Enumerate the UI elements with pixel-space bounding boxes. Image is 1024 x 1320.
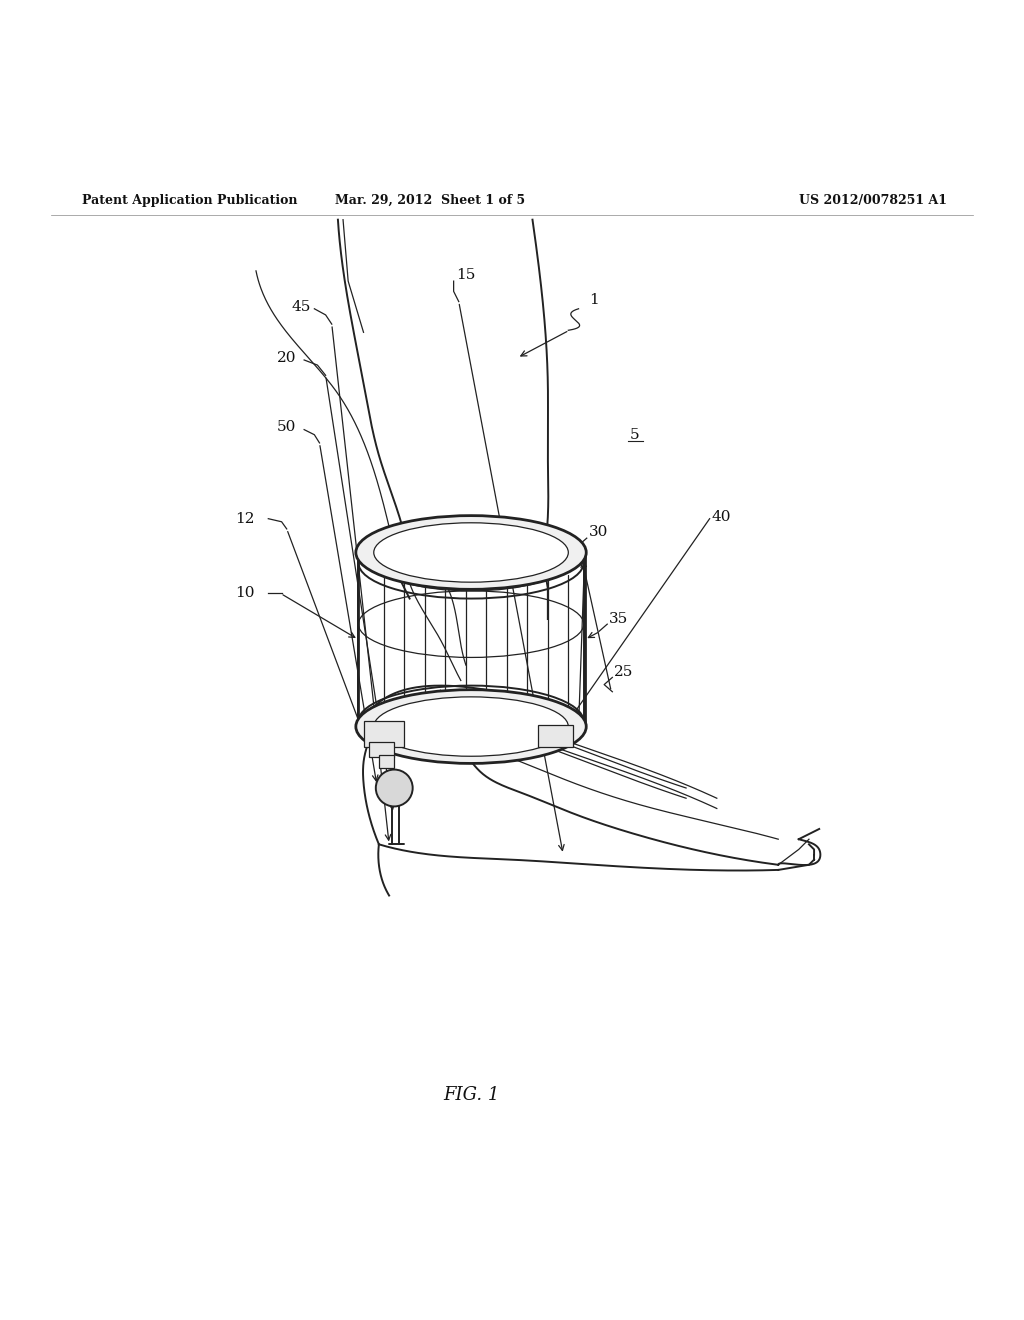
Circle shape: [376, 770, 413, 807]
Text: US 2012/0078251 A1: US 2012/0078251 A1: [799, 194, 947, 207]
Text: FIG. 1: FIG. 1: [442, 1086, 500, 1105]
Bar: [538, 725, 573, 747]
Bar: [364, 722, 404, 747]
Text: 10: 10: [236, 586, 255, 601]
Text: Patent Application Publication: Patent Application Publication: [82, 194, 297, 207]
Text: 35: 35: [609, 612, 629, 626]
Ellipse shape: [374, 697, 568, 756]
Bar: [379, 755, 394, 767]
Text: 5: 5: [630, 428, 639, 442]
Text: 1: 1: [589, 293, 599, 306]
Bar: [369, 742, 394, 758]
Ellipse shape: [356, 516, 586, 589]
Ellipse shape: [374, 523, 568, 582]
Text: 25: 25: [614, 665, 634, 680]
Text: 12: 12: [236, 512, 255, 525]
Text: 30: 30: [589, 525, 608, 539]
Text: 45: 45: [292, 300, 311, 314]
Text: 15: 15: [456, 268, 475, 282]
Ellipse shape: [356, 689, 586, 763]
Text: 40: 40: [712, 510, 731, 524]
Text: 20: 20: [276, 351, 296, 364]
Text: Mar. 29, 2012  Sheet 1 of 5: Mar. 29, 2012 Sheet 1 of 5: [335, 194, 525, 207]
Text: 50: 50: [276, 420, 296, 433]
